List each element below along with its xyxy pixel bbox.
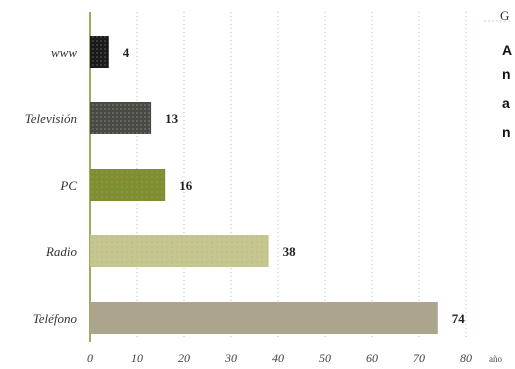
category-labels: www Televisión PC Radio Teléfono [25, 45, 78, 326]
tick-label: 20 [178, 351, 190, 365]
category-label: PC [59, 178, 77, 193]
tick-label: 50 [319, 351, 331, 365]
value-labels: 4 13 16 38 74 [123, 45, 466, 326]
tick-label: 70 [413, 351, 425, 365]
bar-texture [90, 36, 109, 68]
x-tick-labels: 0 10 20 30 40 50 60 70 80 [87, 351, 472, 365]
bars [90, 36, 438, 334]
tick-label: 60 [366, 351, 378, 365]
category-label: Teléfono [33, 311, 78, 326]
side-text-1: A [502, 42, 512, 58]
bar-texture [90, 102, 152, 134]
tick-label: 40 [272, 351, 284, 365]
category-label: Televisión [25, 111, 77, 126]
side-text-4: n [502, 124, 511, 140]
category-label: www [51, 45, 77, 60]
bar-texture [90, 169, 166, 201]
bar-texture [90, 235, 269, 267]
value-label: 16 [179, 178, 193, 193]
tick-label: 0 [87, 351, 93, 365]
tick-label: 80 [460, 351, 472, 365]
value-label: 74 [452, 311, 466, 326]
value-label: 13 [165, 111, 179, 126]
x-axis-unit: año [489, 354, 502, 364]
gridlines [136, 12, 467, 338]
tick-label: 30 [224, 351, 237, 365]
bar-texture [90, 302, 438, 334]
side-text-2: n [502, 66, 511, 82]
side-text-3: a [502, 95, 510, 111]
value-label: 38 [283, 244, 297, 259]
side-text-0: G [500, 8, 509, 23]
side-text: G A n a n [484, 8, 512, 140]
tick-label: 10 [131, 351, 143, 365]
category-label: Radio [45, 244, 78, 259]
value-label: 4 [123, 45, 130, 60]
